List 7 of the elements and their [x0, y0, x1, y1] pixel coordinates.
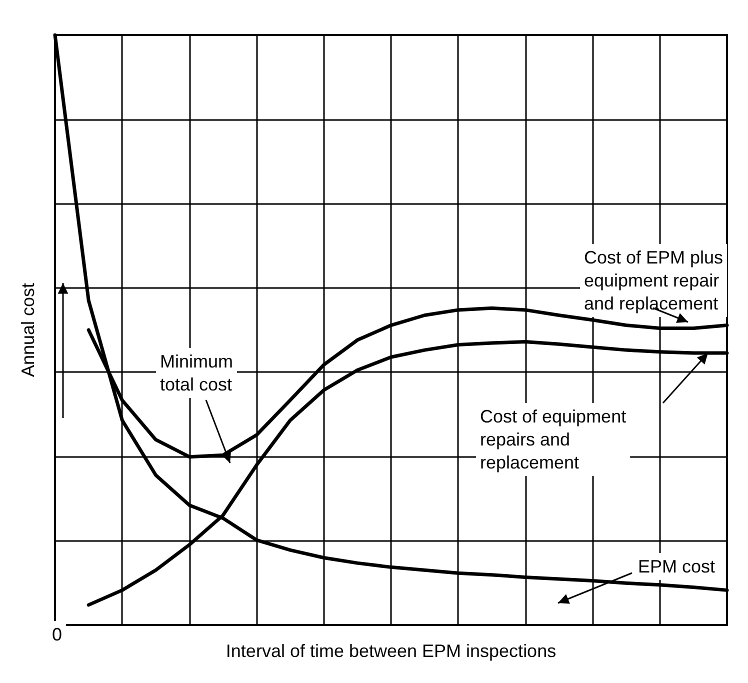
x-axis-title: Interval of time between EPM inspections — [226, 641, 556, 661]
annotation: Cost of equipment repairs and replacement — [480, 406, 626, 472]
annotation: EPM cost — [638, 556, 716, 576]
annotation: 0 — [52, 624, 62, 644]
annotation: Minimum total cost — [160, 352, 234, 394]
y-axis-title: Annual cost — [18, 282, 38, 378]
annotation: Cost of EPM plus equipment repair and replacement — [584, 248, 724, 314]
